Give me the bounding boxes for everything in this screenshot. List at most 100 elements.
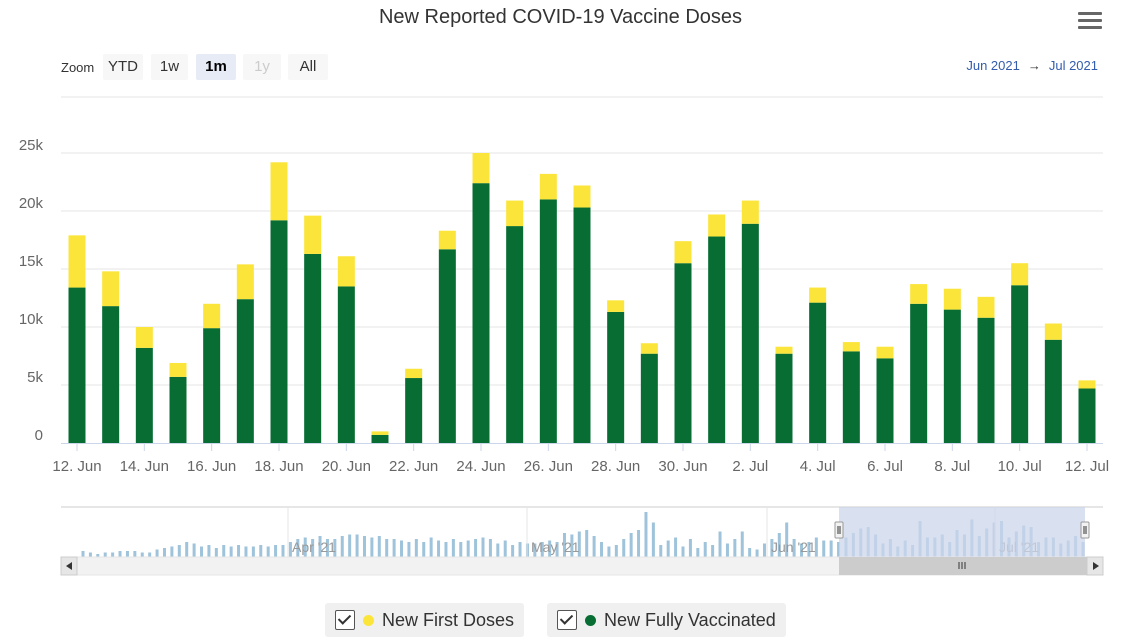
navigator-selection[interactable] [839, 507, 1085, 557]
bar-fully-vaccinated[interactable] [68, 287, 86, 443]
navigator-bar [88, 552, 92, 557]
bar-fully-vaccinated[interactable] [1078, 388, 1096, 443]
bar-first-doses[interactable] [371, 431, 389, 435]
bar-first-doses[interactable] [573, 185, 591, 208]
bar-fully-vaccinated[interactable] [539, 199, 557, 443]
bar-first-doses[interactable] [1078, 380, 1096, 389]
range-to[interactable]: Jul 2021 [1048, 58, 1098, 73]
bar-first-doses[interactable] [640, 343, 658, 354]
bar-fully-vaccinated[interactable] [203, 328, 221, 443]
hamburger-menu-icon[interactable] [1078, 12, 1102, 32]
bar-fully-vaccinated[interactable] [236, 299, 254, 443]
bar-first-doses[interactable] [236, 264, 254, 300]
navigator-bar [503, 540, 507, 557]
date-range[interactable]: Jun 2021 → Jul 2021 [966, 58, 1098, 73]
bar-first-doses[interactable] [169, 362, 187, 377]
bar-fully-vaccinated[interactable] [741, 223, 759, 443]
checkbox-icon[interactable] [335, 610, 355, 630]
bar-fully-vaccinated[interactable] [270, 220, 288, 443]
bar-first-doses[interactable] [775, 346, 793, 354]
bar-first-doses[interactable] [876, 346, 894, 359]
bar-first-doses[interactable] [506, 200, 524, 227]
navigator-bar [644, 512, 648, 557]
bar-first-doses[interactable] [607, 300, 625, 312]
bar-first-doses[interactable] [741, 200, 759, 224]
legend-item-first-doses[interactable]: New First Doses [325, 603, 525, 637]
bar-fully-vaccinated[interactable] [910, 303, 928, 443]
bar-first-doses[interactable] [68, 235, 86, 288]
bar-fully-vaccinated[interactable] [102, 306, 120, 443]
bar-fully-vaccinated[interactable] [842, 351, 860, 443]
bar-first-doses[interactable] [270, 162, 288, 221]
bar-first-doses[interactable] [102, 271, 120, 307]
navigator-bar [170, 546, 174, 557]
zoom-ytd-button[interactable]: YTD [103, 54, 143, 80]
zoom-all-button[interactable]: All [288, 54, 328, 80]
bar-fully-vaccinated[interactable] [371, 434, 389, 443]
zoom-1m-button[interactable]: 1m [196, 54, 236, 80]
bar-first-doses[interactable] [405, 368, 423, 379]
navigator-bar [496, 543, 500, 557]
navigator-bar [481, 537, 485, 557]
navigator-bar [459, 542, 463, 557]
bar-first-doses[interactable] [1011, 263, 1029, 286]
bar-first-doses[interactable] [539, 173, 557, 200]
bar-first-doses[interactable] [1044, 323, 1062, 340]
bar-first-doses[interactable] [943, 288, 961, 310]
bar-fully-vaccinated[interactable] [809, 302, 827, 443]
zoom-1w-button[interactable]: 1w [151, 54, 188, 80]
y-tick-label: 25k [19, 137, 44, 154]
bar-fully-vaccinated[interactable] [472, 183, 490, 443]
navigator-bar [437, 540, 441, 557]
navigator-bar [622, 539, 626, 557]
bar-first-doses[interactable] [203, 303, 221, 329]
bar-fully-vaccinated[interactable] [640, 353, 658, 443]
legend-item-fully-vaccinated[interactable]: New Fully Vaccinated [547, 603, 786, 637]
bar-fully-vaccinated[interactable] [708, 236, 726, 443]
bar-first-doses[interactable] [809, 287, 827, 303]
bar-first-doses[interactable] [472, 153, 490, 184]
bar-fully-vaccinated[interactable] [573, 207, 591, 443]
navigator-bar [466, 540, 470, 557]
scrollbar-thumb[interactable] [839, 557, 1087, 575]
x-tick-label: 24. Jun [456, 458, 505, 475]
navigator-left-handle[interactable] [834, 521, 844, 539]
bar-first-doses[interactable] [304, 215, 322, 254]
bar-fully-vaccinated[interactable] [1011, 285, 1029, 443]
bar-first-doses[interactable] [337, 256, 355, 287]
handle-body[interactable] [1080, 521, 1090, 539]
bar-fully-vaccinated[interactable] [337, 286, 355, 443]
bar-fully-vaccinated[interactable] [304, 253, 322, 443]
bar-fully-vaccinated[interactable] [438, 249, 456, 443]
navigator-bar [637, 530, 641, 557]
bar-fully-vaccinated[interactable] [943, 309, 961, 443]
navigator-bar [118, 551, 122, 557]
bar-first-doses[interactable] [135, 327, 153, 348]
bar-first-doses[interactable] [438, 230, 456, 250]
bar-fully-vaccinated[interactable] [135, 347, 153, 443]
bar-fully-vaccinated[interactable] [977, 317, 995, 443]
navigator-bar [355, 534, 359, 557]
bar-fully-vaccinated[interactable] [876, 358, 894, 443]
navigator-bar [311, 539, 315, 557]
bar-fully-vaccinated[interactable] [405, 378, 423, 443]
navigator-bar [533, 543, 537, 557]
bar-first-doses[interactable] [708, 214, 726, 237]
bar-fully-vaccinated[interactable] [169, 376, 187, 443]
bar-first-doses[interactable] [977, 296, 995, 318]
bar-fully-vaccinated[interactable] [607, 311, 625, 443]
handle-body[interactable] [834, 521, 844, 539]
bar-first-doses[interactable] [910, 284, 928, 304]
bar-fully-vaccinated[interactable] [674, 263, 692, 443]
navigator-bar [177, 545, 181, 557]
bar-fully-vaccinated[interactable] [1044, 339, 1062, 443]
bar-fully-vaccinated[interactable] [775, 353, 793, 443]
checkbox-icon[interactable] [557, 610, 577, 630]
navigator-bar [703, 542, 707, 557]
bar-fully-vaccinated[interactable] [506, 226, 524, 443]
bar-first-doses[interactable] [674, 241, 692, 264]
navigator-bar [785, 522, 789, 557]
bar-first-doses[interactable] [842, 342, 860, 352]
navigator-right-handle[interactable] [1080, 521, 1090, 539]
range-from[interactable]: Jun 2021 [966, 58, 1020, 73]
